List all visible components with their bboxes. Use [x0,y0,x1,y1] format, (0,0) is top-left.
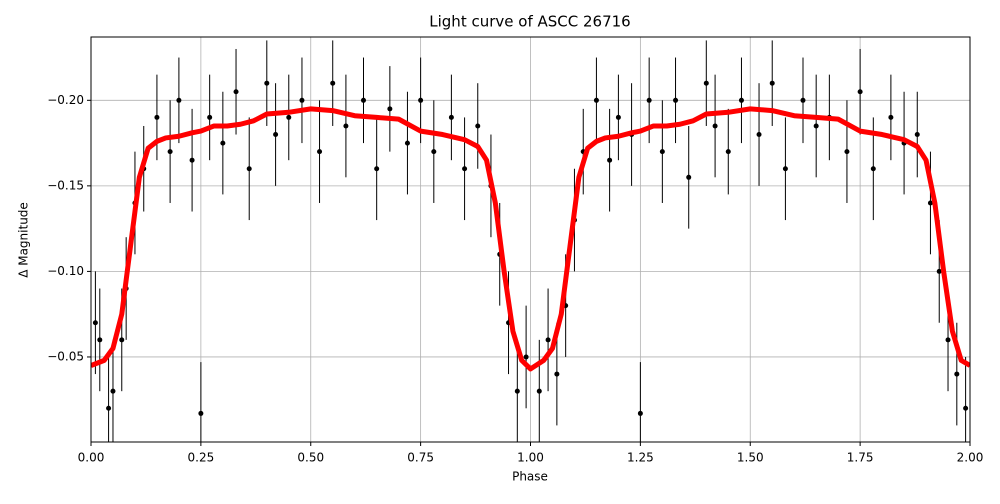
x-tick-label: 2.00 [957,451,984,465]
data-point [545,337,551,343]
data-point [888,114,894,120]
data-point [800,97,806,103]
data-point [554,371,560,377]
data-point [686,174,692,180]
data-point [110,388,116,394]
data-point [936,268,942,274]
data-point [317,149,323,155]
data-point [220,140,226,146]
data-point [703,80,709,86]
data-point [646,97,652,103]
y-tick-label: −0.20 [47,93,84,107]
x-tick-label: 0.75 [407,451,434,465]
data-point [431,149,437,155]
x-tick-label: 0.50 [297,451,324,465]
x-tick-label: 1.00 [517,451,544,465]
data-point [523,354,529,360]
data-point [756,132,762,138]
data-point [769,80,775,86]
data-point [374,166,380,172]
data-point [273,132,279,138]
data-point [870,166,876,172]
data-point [418,97,424,103]
plot-area [91,37,970,442]
data-point [615,114,621,120]
data-point [330,80,336,86]
y-axis-label: Δ Magnitude [17,202,31,278]
data-point [189,157,195,163]
data-point [92,320,98,326]
data-point [536,388,542,394]
data-point [207,114,213,120]
y-tick-label: −0.05 [47,349,84,363]
data-point [673,97,679,103]
data-point [299,97,305,103]
model-line [91,106,970,372]
data-point [264,80,270,86]
data-point [119,337,125,343]
x-tick-label: 1.50 [737,451,764,465]
data-point [738,97,744,103]
data-point [246,166,252,172]
data-point [637,410,643,416]
data-point [963,405,969,411]
data-point [593,97,599,103]
y-tick-label: −0.10 [47,264,84,278]
data-point [607,157,613,163]
data-point [404,140,410,146]
x-tick-label: 0.25 [188,451,215,465]
data-point [106,405,112,411]
data-point [844,149,850,155]
data-point [387,106,393,112]
data-point [475,123,481,129]
data-point [286,114,292,120]
x-tick-label: 0.00 [78,451,105,465]
data-point [857,89,863,95]
data-point [712,123,718,129]
data-point [233,89,239,95]
data-point [782,166,788,172]
chart-title: Light curve of ASCC 26716 [429,13,630,31]
data-point [167,149,173,155]
data-point [360,97,366,103]
data-point [343,123,349,129]
data-point [725,149,731,155]
data-point [514,388,520,394]
data-point [97,337,103,343]
data-point [198,410,204,416]
data-point [176,97,182,103]
data-point [945,337,951,343]
x-axis-label: Phase [512,470,548,484]
data-point [462,166,468,172]
data-point [659,149,665,155]
data-point [914,132,920,138]
data-point [448,114,454,120]
y-tick-label: −0.15 [47,178,84,192]
data-point [154,114,160,120]
data-point [813,123,819,129]
data-point [954,371,960,377]
data-point [927,200,933,206]
x-tick-label: 1.75 [847,451,874,465]
x-tick-label: 1.25 [627,451,654,465]
